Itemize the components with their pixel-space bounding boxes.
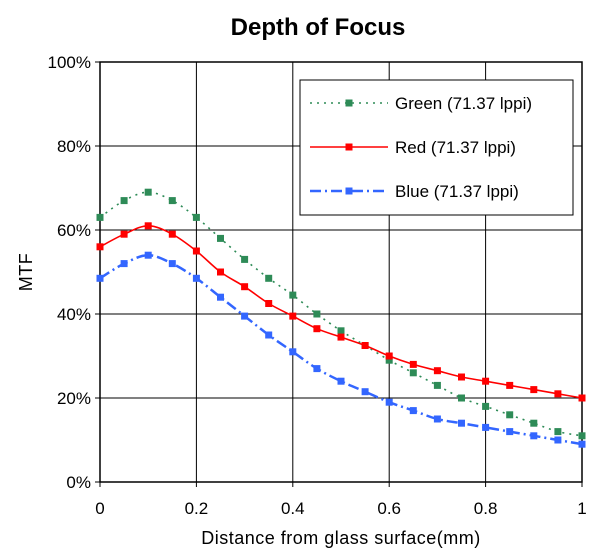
data-point: [96, 243, 104, 251]
x-tick-label: 0.2: [185, 499, 209, 518]
data-point: [241, 255, 249, 263]
data-point: [530, 386, 538, 394]
data-point: [217, 234, 224, 242]
data-point: [578, 394, 586, 402]
data-point: [458, 419, 465, 427]
data-point: [96, 274, 104, 282]
data-point: [578, 440, 586, 448]
y-tick-label: 60%: [57, 221, 91, 240]
data-point: [192, 247, 200, 255]
data-point: [458, 394, 465, 402]
x-tick-label: 0.6: [377, 499, 401, 518]
y-tick-label: 80%: [57, 137, 91, 156]
data-point: [96, 213, 104, 221]
series-line: [99, 224, 583, 399]
data-point: [192, 274, 200, 282]
y-tick-label: 40%: [57, 305, 91, 324]
data-point: [289, 291, 297, 299]
data-point: [554, 436, 562, 444]
y-tick-label: 0%: [66, 473, 91, 492]
data-point: [168, 230, 176, 238]
data-point: [385, 356, 393, 364]
legend-entry: Blue (71.37 lppi): [310, 182, 519, 201]
x-axis-ticks: 0 0.2 0.4 0.6 0.8 1: [95, 482, 587, 518]
legend-marker: [345, 99, 353, 107]
data-point: [120, 260, 128, 268]
data-point: [506, 411, 514, 419]
legend-label: Green (71.37 lppi): [395, 94, 532, 113]
series-2: [96, 222, 586, 402]
y-axis-label: MTF: [16, 253, 36, 291]
data-point: [241, 283, 249, 291]
data-point: [530, 432, 538, 440]
data-point: [482, 423, 490, 431]
data-point: [120, 230, 128, 238]
y-tick-label: 100%: [48, 53, 91, 72]
data-point: [482, 402, 490, 410]
data-point: [409, 360, 417, 368]
data-point: [265, 274, 273, 282]
data-point: [361, 388, 369, 396]
data-point: [289, 312, 297, 320]
data-point: [578, 432, 586, 440]
data-point: [313, 310, 321, 318]
legend-entry: Green (71.37 lppi): [310, 94, 532, 113]
data-point: [530, 419, 538, 427]
legend-marker: [345, 187, 353, 195]
data-point: [192, 213, 200, 221]
data-point: [241, 312, 249, 320]
data-point: [554, 390, 562, 398]
legend-label: Red (71.37 lppi): [395, 138, 516, 157]
y-tick-label: 20%: [57, 389, 91, 408]
data-point: [506, 428, 514, 436]
x-tick-label: 0: [95, 499, 104, 518]
data-point: [433, 381, 441, 389]
data-point: [144, 222, 152, 230]
series-line: [99, 253, 583, 446]
data-point: [313, 325, 321, 333]
data-point: [337, 333, 345, 341]
data-point: [409, 407, 417, 415]
data-point: [144, 188, 152, 196]
data-point: [265, 331, 273, 339]
data-point: [217, 293, 224, 301]
data-point: [313, 365, 321, 373]
series-3: [96, 251, 586, 448]
legend-entry: Red (71.37 lppi): [310, 138, 516, 157]
data-point: [217, 268, 224, 276]
data-point: [337, 327, 345, 335]
legend: Green (71.37 lppi) Red (71.37 lppi) Blue (…: [299, 79, 574, 216]
data-point: [144, 251, 152, 259]
data-point: [385, 352, 393, 360]
data-point: [433, 367, 441, 375]
plot-area-frame: [99, 61, 583, 483]
data-point: [289, 348, 297, 356]
data-point: [554, 428, 562, 436]
data-point: [361, 342, 369, 349]
x-tick-label: 0.8: [474, 499, 498, 518]
data-point: [482, 377, 490, 385]
data-point: [337, 377, 345, 385]
legend-marker: [345, 143, 353, 151]
data-point: [433, 415, 441, 423]
data-point: [409, 369, 417, 377]
data-point: [265, 300, 273, 307]
data-point: [168, 197, 176, 205]
legend-label: Blue (71.37 lppi): [395, 182, 519, 201]
data-point: [385, 398, 393, 406]
x-axis-label: Distance from glass surface(mm): [201, 528, 481, 548]
chart-title: Depth of Focus: [231, 14, 406, 41]
x-tick-label: 1: [577, 499, 586, 518]
data-point: [120, 197, 128, 205]
data-point: [506, 381, 514, 389]
series-layer: [96, 188, 586, 448]
x-tick-label: 0.4: [281, 499, 305, 518]
y-axis-ticks: 0% 20% 40% 60% 80% 100%: [48, 53, 100, 492]
data-point: [458, 373, 465, 381]
data-point: [168, 260, 176, 268]
